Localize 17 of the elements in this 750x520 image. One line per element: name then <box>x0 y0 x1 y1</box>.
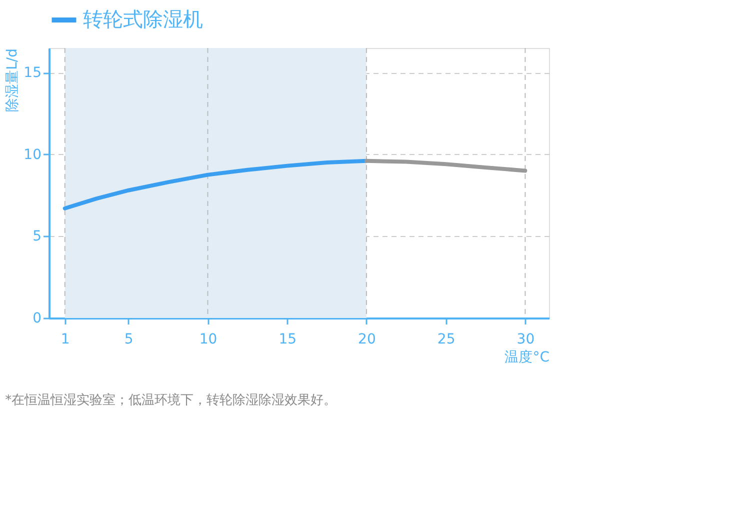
y-tick-label: 5 <box>32 228 42 245</box>
x-tick-label: 1 <box>60 332 70 348</box>
x-tick-label: 15 <box>278 332 297 348</box>
x-axis-title: 温度°C <box>504 350 550 366</box>
y-tick-label: 10 <box>24 146 42 163</box>
y-tick-label: 0 <box>32 310 42 326</box>
legend-label: 转轮式除湿机 <box>83 7 203 31</box>
line-series <box>62 158 368 210</box>
x-tick-label: 10 <box>199 332 218 348</box>
x-tick-label: 20 <box>358 332 376 348</box>
y-tick-label: 15 <box>24 65 42 82</box>
y-axis-title: 除湿量L/d <box>4 48 21 112</box>
x-tick-label: 25 <box>437 332 456 348</box>
line-series <box>364 158 528 173</box>
text: *在恒温恒湿实验室；低温环境下，转轮除湿除湿效果好。 <box>5 392 337 408</box>
x-tick-label: 5 <box>124 332 134 348</box>
x-tick-label: 30 <box>516 332 535 348</box>
